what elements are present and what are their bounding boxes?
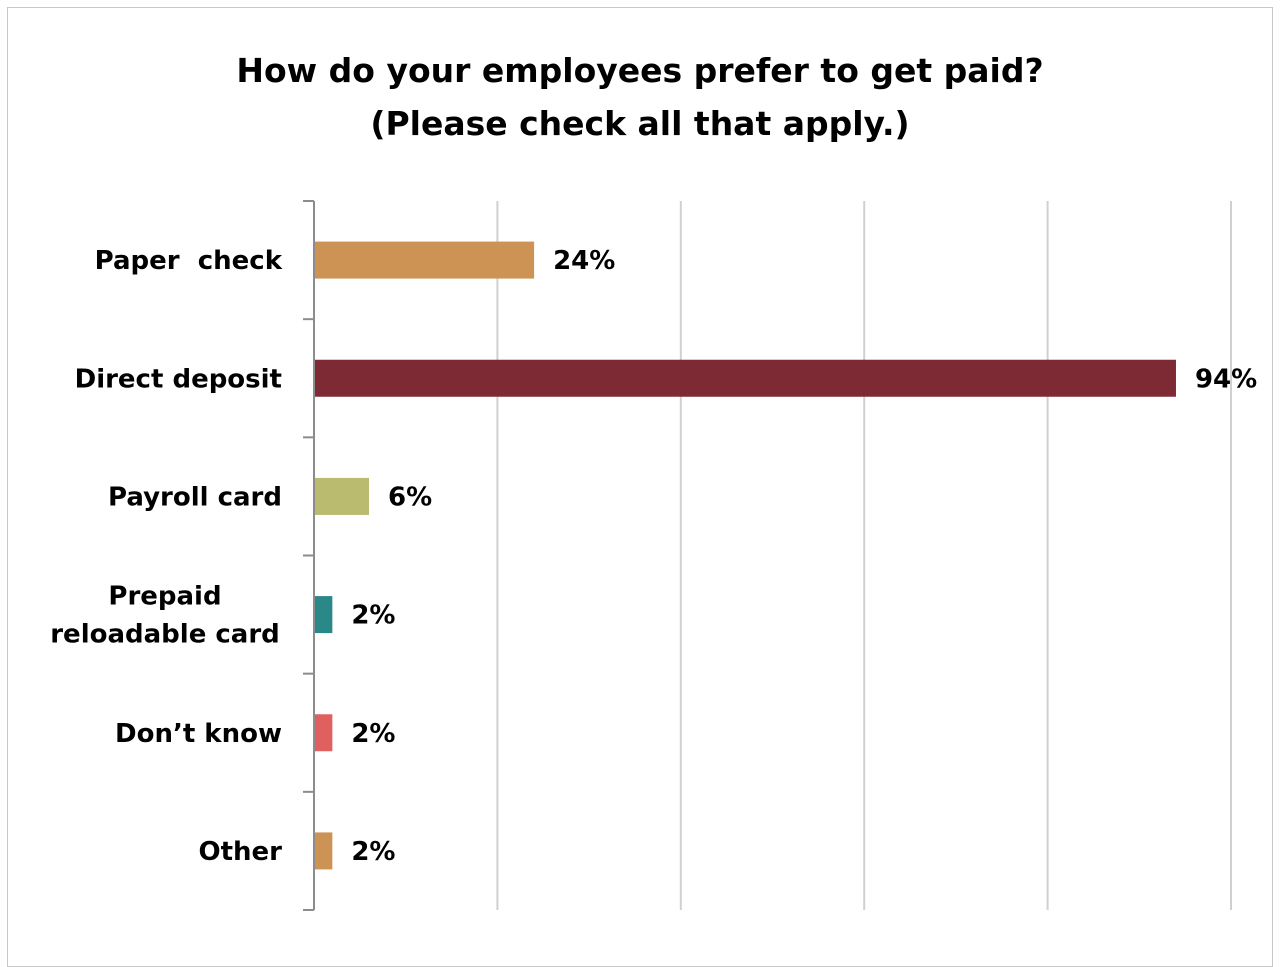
chart-title: How do your employees prefer to get paid… [0,44,1280,150]
value-label-2: 6% [388,482,432,512]
bar-1 [315,359,1176,397]
category-label-2: Payroll card [108,482,282,512]
category-label-0-line-0: Paper check [95,246,283,276]
category-label-3-line-1: reloadable card [50,620,280,650]
category-label-3-line-0: Prepaid [108,582,221,612]
category-label-2-line-0: Payroll card [108,482,282,512]
chart-title-line-2: (Please check all that apply.) [370,104,910,143]
category-label-5: Other [199,837,283,867]
chart-frame [7,7,1273,967]
chart-title-line-1: How do your employees prefer to get paid… [236,51,1044,90]
category-label-4-line-0: Don’t know [115,719,282,749]
category-label-0: Paper check [95,246,283,276]
value-label-1: 94% [1195,364,1257,394]
bar-0 [315,241,535,279]
category-label-3: Prepaid reloadable card [50,582,280,650]
category-label-1-line-0: Direct deposit [75,364,282,394]
value-label-4: 2% [351,719,395,749]
category-label-5-line-0: Other [199,837,283,867]
bar-5 [315,832,333,870]
bar-2 [315,477,370,515]
bar-3 [315,596,333,634]
category-label-1: Direct deposit [75,364,282,394]
value-label-3: 2% [351,601,395,631]
value-label-5: 2% [351,837,395,867]
bar-4 [315,714,333,752]
value-label-0: 24% [553,246,615,276]
category-label-4: Don’t know [115,719,282,749]
